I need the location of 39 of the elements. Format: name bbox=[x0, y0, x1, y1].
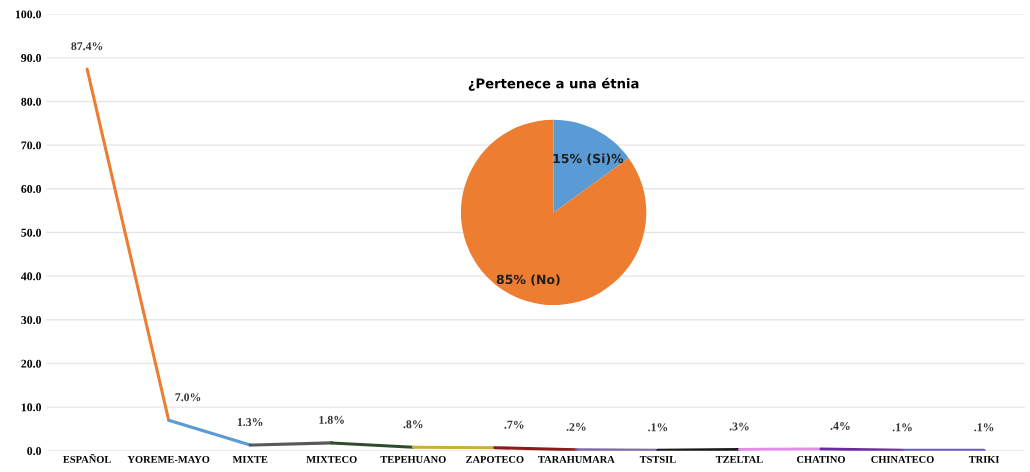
x-tick-label: TZELTAL bbox=[715, 455, 763, 463]
y-tick-label: 40.0 bbox=[20, 272, 42, 281]
data-label: .1% bbox=[974, 423, 994, 432]
data-label: .3% bbox=[729, 422, 749, 431]
data-label: 85% (No) bbox=[496, 274, 560, 286]
data-label: 1.8% bbox=[319, 415, 344, 424]
data-label: .1% bbox=[892, 423, 912, 432]
data-label: .1% bbox=[648, 423, 668, 432]
x-tick-label: YOREME-MAYO bbox=[127, 455, 210, 463]
data-label: .4% bbox=[830, 421, 850, 430]
x-tick-label: MIXTE bbox=[232, 456, 268, 463]
x-tick-label: ZAPOTECO bbox=[466, 455, 524, 463]
data-label: .7% bbox=[504, 420, 524, 429]
y-tick-label: 30.0 bbox=[21, 316, 42, 325]
y-tick-label: 70.0 bbox=[21, 141, 42, 150]
pie-slice bbox=[460, 119, 647, 306]
y-tick-label: 20.0 bbox=[21, 359, 42, 368]
x-tick-label: TARAHUMARA bbox=[538, 455, 615, 463]
x-tick-label: ESPAÑOL bbox=[63, 453, 111, 463]
data-label: 1.3% bbox=[237, 418, 263, 427]
y-tick-label: 60.0 bbox=[21, 185, 42, 194]
x-tick-label: CHATINO bbox=[797, 455, 845, 463]
data-label: 7.0% bbox=[175, 393, 201, 402]
y-tick-label: 0.0 bbox=[27, 447, 42, 456]
data-label: 87.4% bbox=[71, 42, 103, 51]
data-label: .8% bbox=[403, 420, 423, 429]
x-tick-label: TEPEHUANO bbox=[380, 455, 446, 463]
y-tick-label: 80.0 bbox=[21, 97, 42, 106]
y-tick-label: 100.0 bbox=[15, 10, 42, 19]
chart-title: ¿Pertenece a una étnia bbox=[468, 77, 639, 91]
y-tick-label: 90.0 bbox=[21, 54, 42, 63]
y-tick-label: 50.0 bbox=[21, 228, 42, 237]
data-label: .2% bbox=[566, 422, 586, 431]
x-tick-label: TSTSIL bbox=[639, 455, 676, 463]
x-tick-label: TRIKI bbox=[968, 456, 1000, 463]
y-tick-label: 10.0 bbox=[21, 403, 42, 412]
x-tick-label: MIXTECO bbox=[306, 455, 357, 463]
pie-slice bbox=[553, 119, 629, 213]
x-tick-label: CHINATECO bbox=[871, 455, 934, 463]
